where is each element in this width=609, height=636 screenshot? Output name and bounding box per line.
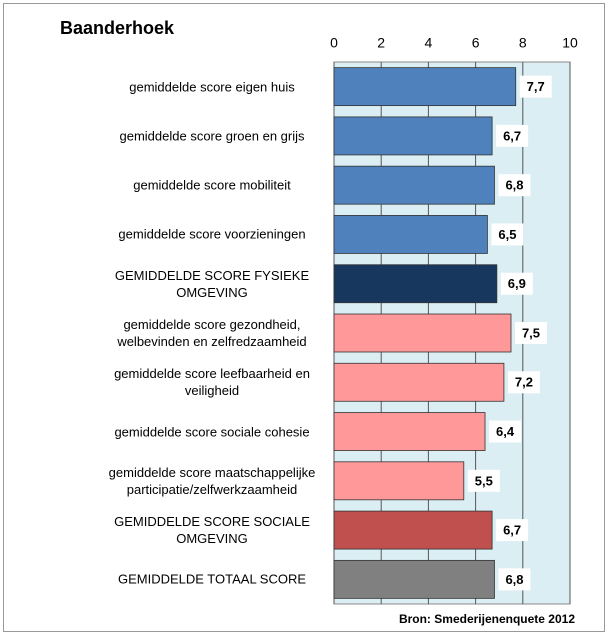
value-label: 6,8 [505,178,523,193]
bar [333,215,488,254]
bar [333,264,498,304]
x-tick-label: 0 [330,35,338,51]
value-label-box [491,223,524,246]
x-tick-label: 2 [377,35,385,51]
value-label: 7,5 [522,325,540,340]
value-label-box [498,174,531,197]
bar [333,412,486,451]
value-label: 6,8 [505,572,523,587]
bar [333,362,505,402]
category-label: gemiddelde score sociale cohesie [114,424,310,440]
bar [333,313,512,353]
bar [333,165,495,205]
bar [333,461,465,501]
value-label: 6,5 [498,227,516,242]
value-label: 5,5 [475,473,493,488]
category-label: GEMIDDELDE SCORE FYSIEKE OMGEVING [114,267,310,300]
value-label: 6,4 [496,424,515,439]
value-label: 7,7 [527,79,545,94]
x-tick-label: 4 [425,35,433,51]
category-label: gemiddelde score maatschappelijke partic… [108,464,316,497]
value-label-box [515,322,547,344]
bar [333,67,517,107]
category-label: gemiddelde score gezondheid, welbevinden… [117,317,307,349]
bar [333,510,493,550]
category-label: gemiddelde score mobiliteit [133,177,291,193]
category-label: gemiddelde score voorzieningen [118,226,306,242]
category-label: GEMIDDELDE TOTAAL SCORE [117,571,307,587]
frame [3,3,605,632]
chart-title: Baanderhoek [60,18,175,38]
category-label: gemiddelde score leefbaarheid en veiligh… [114,366,310,399]
value-label: 6,7 [503,523,521,538]
value-label: 6,9 [508,276,526,291]
value-label-box [519,75,552,98]
bar [333,116,493,156]
category-label: gemiddelde score groen en grijs [119,128,305,144]
value-label-box [496,519,529,542]
value-label-box [496,124,529,147]
value-label: 7,2 [515,375,533,390]
x-tick-label: 6 [472,35,480,51]
value-label-box [467,469,500,492]
value-label-box [498,568,531,591]
category-label: gemiddelde score eigen huis [129,79,295,95]
source-note: Bron: Smederijenenquete 2012 [398,612,575,626]
x-tick-label: 8 [519,35,527,51]
category-label: GEMIDDELDE SCORE SOCIALE OMGEVING [114,514,310,547]
x-tick-label: 10 [562,35,578,51]
bar [333,559,495,599]
value-label-box [489,420,522,443]
value-label-box [500,272,533,295]
value-label: 6,7 [503,128,521,143]
value-label-box [507,371,540,394]
